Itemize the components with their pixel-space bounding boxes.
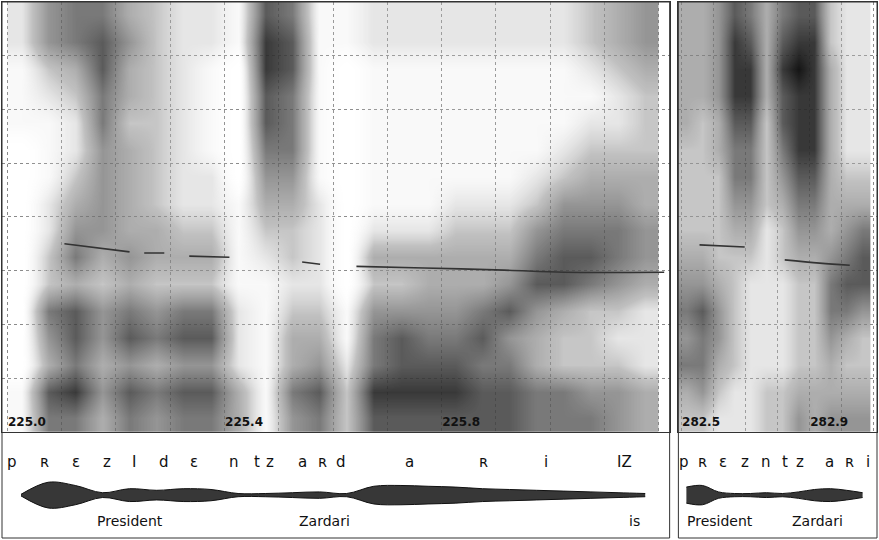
svg-text:i: i <box>544 453 548 471</box>
svg-text:Zardari: Zardari <box>792 513 843 529</box>
svg-text:a: a <box>825 453 834 471</box>
svg-text:225.0: 225.0 <box>8 415 46 429</box>
svg-text:z: z <box>741 453 749 471</box>
svg-text:ɛ: ɛ <box>719 453 727 471</box>
svg-text:d: d <box>159 453 169 471</box>
svg-text:282.5: 282.5 <box>682 415 720 429</box>
svg-text:Zardari: Zardari <box>299 513 350 529</box>
svg-text:ɛ: ɛ <box>72 453 80 471</box>
svg-text:n: n <box>761 453 771 471</box>
svg-text:I: I <box>132 453 136 471</box>
svg-text:282.9: 282.9 <box>810 415 848 429</box>
svg-text:IZ: IZ <box>617 453 632 471</box>
svg-text:d: d <box>336 453 346 471</box>
svg-text:ʀ: ʀ <box>40 453 49 471</box>
svg-text:225.8: 225.8 <box>442 415 480 429</box>
svg-text:a: a <box>405 453 414 471</box>
svg-text:a: a <box>298 453 307 471</box>
svg-text:z: z <box>103 453 111 471</box>
svg-text:is: is <box>629 513 640 529</box>
svg-text:i: i <box>866 453 870 471</box>
svg-text:z: z <box>796 453 804 471</box>
svg-text:President: President <box>687 513 753 529</box>
svg-text:ʀ: ʀ <box>698 453 707 471</box>
svg-text:p: p <box>7 453 17 471</box>
svg-text:President: President <box>97 513 163 529</box>
svg-text:z: z <box>266 453 274 471</box>
svg-text:t: t <box>782 453 788 471</box>
svg-text:p: p <box>679 453 689 471</box>
svg-text:ʀ: ʀ <box>479 453 488 471</box>
svg-text:225.4: 225.4 <box>225 415 263 429</box>
svg-text:ʀ: ʀ <box>318 453 327 471</box>
svg-text:ʀ: ʀ <box>845 453 854 471</box>
svg-text:ɛ: ɛ <box>190 453 198 471</box>
svg-text:t: t <box>254 453 260 471</box>
svg-text:n: n <box>229 453 239 471</box>
